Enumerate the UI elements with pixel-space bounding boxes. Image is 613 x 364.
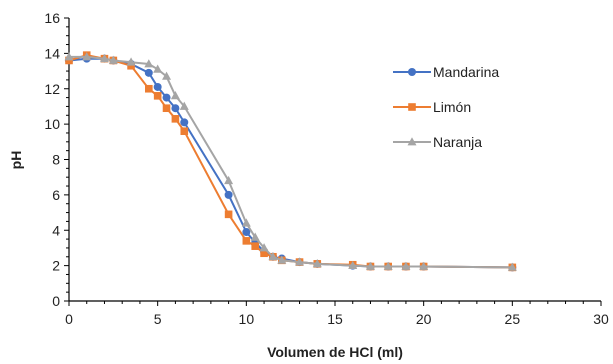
data-point (144, 59, 154, 68)
x-tick-label: 5 (154, 311, 162, 327)
y-tick-label: 8 (52, 152, 60, 168)
data-point (241, 218, 251, 227)
data-point (251, 242, 259, 250)
data-point (365, 261, 375, 270)
y-tick-label: 12 (44, 81, 60, 97)
data-point (180, 127, 189, 135)
data-point (126, 57, 136, 66)
data-point (171, 115, 180, 123)
data-point (65, 56, 73, 65)
data-point (99, 53, 109, 63)
x-tick-label: 0 (65, 311, 73, 327)
x-tick-label: 25 (505, 311, 521, 327)
data-point (419, 261, 429, 270)
x-ticks: 0 5 10 15 20 25 30 (65, 301, 609, 327)
data-point (162, 104, 171, 113)
data-point (170, 91, 180, 100)
y-tick-label: 2 (52, 258, 60, 274)
series-naranja (64, 52, 517, 271)
legend: Mandarina Limón Naranja (393, 64, 499, 150)
data-point (277, 255, 287, 264)
x-tick-label: 10 (239, 311, 255, 327)
data-point (179, 101, 189, 110)
data-point (224, 190, 233, 199)
legend-label: Limón (433, 99, 471, 115)
legend-label: Mandarina (433, 64, 499, 80)
x-tick-label: 20 (416, 311, 432, 327)
data-point (108, 55, 118, 64)
data-point (348, 260, 358, 270)
data-point (180, 118, 189, 127)
y-tick-label: 4 (52, 222, 60, 238)
data-point (312, 259, 322, 268)
series-line (69, 55, 513, 269)
data-point (383, 261, 393, 270)
y-tick-label: 0 (52, 293, 60, 309)
legend-marker (408, 103, 416, 111)
data-point (250, 232, 260, 241)
data-point (144, 68, 153, 77)
y-ticks: 0 2 4 6 8 10 12 14 16 (44, 10, 69, 309)
legend-marker (407, 137, 417, 146)
data-point (171, 104, 180, 113)
legend-item-mandarina: Mandarina (393, 64, 499, 80)
x-tick-label: 15 (327, 311, 343, 327)
y-tick-label: 16 (44, 10, 60, 26)
data-point (153, 92, 162, 100)
data-point (145, 84, 153, 93)
data-point (401, 261, 411, 270)
data-point (260, 249, 268, 258)
legend-item-limon: Limón (393, 99, 471, 115)
data-point (507, 262, 517, 271)
legend-label: Naranja (433, 134, 482, 150)
data-point (64, 52, 74, 61)
data-point (162, 71, 172, 80)
y-tick-label: 14 (44, 45, 60, 61)
y-tick-label: 10 (44, 116, 60, 132)
data-point (153, 64, 163, 73)
data-point (224, 210, 233, 219)
data-point (127, 61, 135, 70)
data-point (162, 93, 171, 102)
x-tick-label: 30 (593, 311, 609, 327)
y-tick-label: 6 (52, 187, 60, 203)
data-point (242, 237, 251, 245)
legend-item-naranja: Naranja (393, 134, 482, 150)
y-axis-title: pH (8, 151, 24, 170)
data-point (242, 228, 251, 237)
x-axis-title: Volumen de HCl (ml) (267, 344, 403, 360)
series-layer (64, 51, 517, 272)
data-point (259, 243, 269, 252)
data-point (82, 52, 92, 61)
legend-marker (408, 68, 416, 76)
data-point (295, 257, 305, 266)
data-point (268, 251, 278, 261)
data-point (153, 82, 162, 91)
data-point (224, 175, 234, 185)
